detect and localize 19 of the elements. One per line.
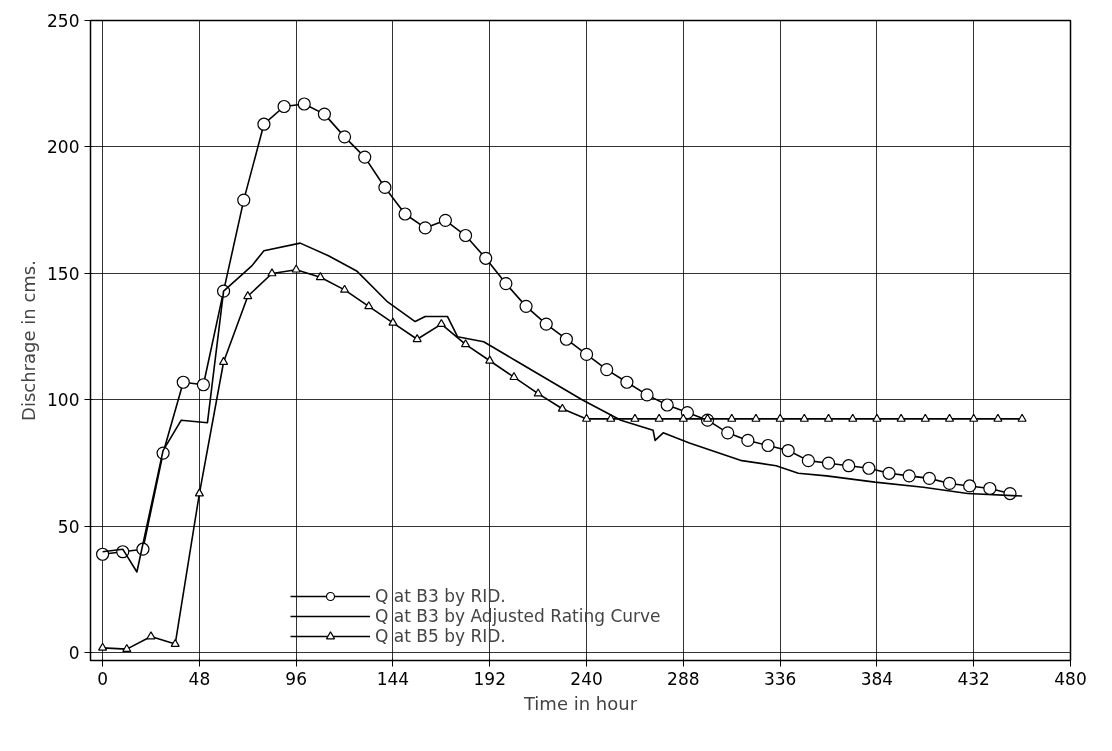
y-axis-title: Dischrage in cms. xyxy=(18,260,40,421)
x-tick-label: 480 xyxy=(1054,668,1087,689)
x-tick-label: 432 xyxy=(957,668,990,689)
y-tick-label: 200 xyxy=(47,137,80,158)
x-tick-label: 288 xyxy=(667,668,700,689)
x-tick-label: 0 xyxy=(97,668,109,689)
y-tick-label: 150 xyxy=(47,263,80,284)
x-axis-title: Time in hour xyxy=(522,692,638,714)
x-tick-label: 336 xyxy=(763,668,797,689)
x-tick-label: 384 xyxy=(860,668,894,689)
y-tick-label: 50 xyxy=(57,516,80,537)
y-tick-label: 100 xyxy=(47,390,80,411)
y-tick-label: 0 xyxy=(68,643,80,664)
x-tick-label: 144 xyxy=(376,668,410,689)
x-tick-label: 192 xyxy=(473,668,506,689)
x-tick-label: 240 xyxy=(570,668,603,689)
x-tick-label: 48 xyxy=(188,668,211,689)
y-tick-label: 250 xyxy=(47,11,80,31)
x-tick-label: 96 xyxy=(285,668,307,689)
